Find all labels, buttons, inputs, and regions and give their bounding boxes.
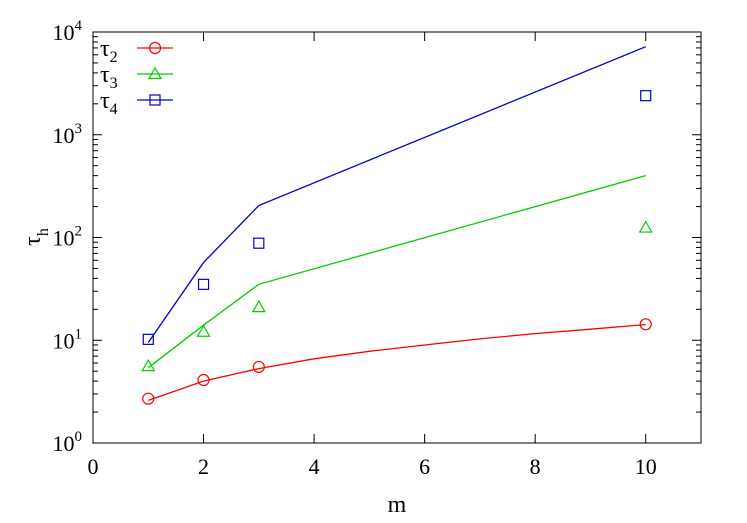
x-tick-labels: 0 2 4 6 8 10 bbox=[88, 454, 657, 479]
series-point-3-2 bbox=[251, 299, 266, 313]
y-tick-label-1: 101 bbox=[53, 326, 83, 353]
y-tick-label-0: 100 bbox=[53, 429, 83, 456]
series-layer bbox=[141, 46, 653, 405]
series-line-2 bbox=[148, 323, 646, 402]
series-point-2-1 bbox=[197, 373, 210, 387]
series-point-3-1 bbox=[196, 324, 211, 337]
legend-label-4: τ4 bbox=[100, 88, 118, 118]
series-point-2-3 bbox=[639, 318, 652, 331]
x-tick-label-1: 2 bbox=[198, 454, 209, 479]
series-3 bbox=[141, 174, 653, 372]
x-tick-label-2: 4 bbox=[309, 454, 320, 479]
series-point-2-2 bbox=[252, 360, 265, 374]
y-tick-label-3: 103 bbox=[53, 121, 83, 148]
y-axis-label: τh bbox=[20, 228, 52, 246]
legend-marker-4 bbox=[149, 94, 161, 106]
legend-item-4: τ4 bbox=[100, 88, 173, 118]
series-line-3 bbox=[147, 174, 646, 369]
y-tick-labels: 100 101 102 103 104 bbox=[53, 18, 83, 456]
legend-marker-2 bbox=[148, 41, 162, 55]
y-tick-label-2: 102 bbox=[53, 224, 83, 251]
series-point-4-3 bbox=[640, 90, 652, 102]
series-4 bbox=[142, 46, 652, 345]
plot-frame bbox=[92, 31, 702, 444]
legend-label-3: τ3 bbox=[100, 62, 118, 92]
series-point-3-3 bbox=[638, 220, 653, 233]
series-2 bbox=[142, 318, 652, 405]
legend-marker-3 bbox=[147, 66, 163, 80]
series-point-4-0 bbox=[142, 333, 154, 345]
x-tick-label-0: 0 bbox=[88, 454, 99, 479]
legend-label-2: τ2 bbox=[100, 36, 118, 66]
y-tick-label-4: 104 bbox=[53, 18, 83, 45]
x-axis-label: m bbox=[388, 492, 407, 518]
x-tick-label-4: 8 bbox=[530, 454, 541, 479]
x-tick-label-3: 6 bbox=[419, 454, 430, 479]
x-tick-label-5: 10 bbox=[635, 454, 657, 479]
series-point-2-0 bbox=[142, 392, 155, 405]
legend-item-2: τ2 bbox=[100, 36, 173, 66]
series-point-4-1 bbox=[197, 278, 210, 290]
y-axis-label-base: τ bbox=[20, 236, 46, 246]
series-point-4-2 bbox=[253, 237, 265, 249]
axis-ticks bbox=[92, 31, 701, 444]
y-axis-label-sub: h bbox=[35, 228, 52, 236]
series-line-4 bbox=[147, 46, 646, 343]
series-point-3-0 bbox=[141, 358, 156, 372]
legend-item-3: τ3 bbox=[100, 62, 173, 92]
